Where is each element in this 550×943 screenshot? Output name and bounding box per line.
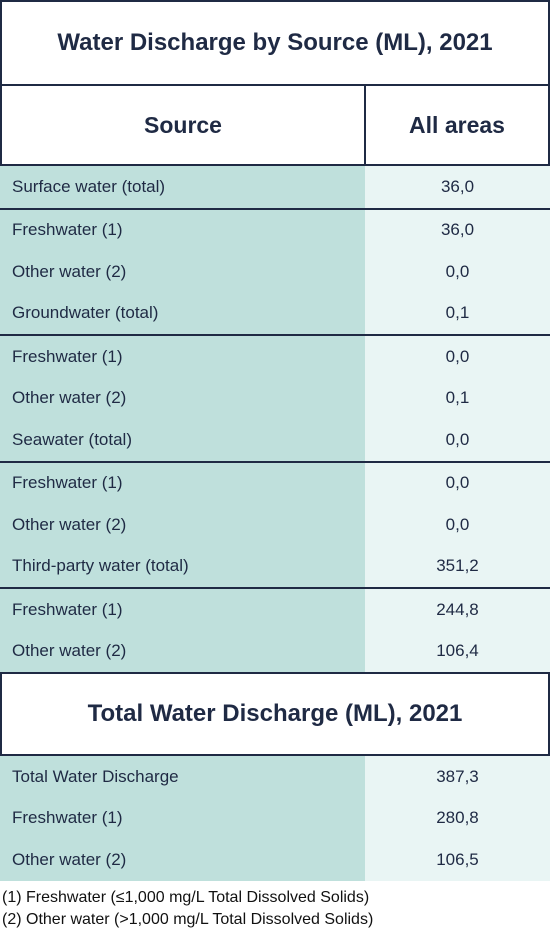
row-label: Freshwater (1) xyxy=(0,797,365,839)
row-value: 0,0 xyxy=(365,419,550,461)
table-title: Water Discharge by Source (ML), 2021 xyxy=(0,0,550,84)
table-group: Surface water (total) 36,0 xyxy=(0,166,550,210)
table-row: Freshwater (1) 280,8 xyxy=(0,797,550,839)
table-group: Freshwater (1) 0,0 Other water (2) 0,1 S… xyxy=(0,336,550,463)
row-value: 106,5 xyxy=(365,839,550,881)
row-label: Freshwater (1) xyxy=(0,462,365,504)
row-label: Seawater (total) xyxy=(0,419,365,461)
row-value: 0,0 xyxy=(365,462,550,504)
row-label: Groundwater (total) xyxy=(0,292,365,334)
row-value: 106,4 xyxy=(365,630,550,672)
table-row: Other water (2) 0,1 xyxy=(0,377,550,419)
row-value: 244,8 xyxy=(365,589,550,631)
row-label: Freshwater (1) xyxy=(0,209,365,251)
row-value: 0,0 xyxy=(365,504,550,546)
total-title: Total Water Discharge (ML), 2021 xyxy=(0,672,550,756)
row-value: 0,1 xyxy=(365,377,550,419)
table-row: Groundwater (total) 0,1 xyxy=(0,292,550,334)
table-row: Other water (2) 0,0 xyxy=(0,504,550,546)
table-row: Total Water Discharge 387,3 xyxy=(0,756,550,798)
row-label: Surface water (total) xyxy=(0,166,365,208)
row-value: 280,8 xyxy=(365,797,550,839)
row-label: Other water (2) xyxy=(0,251,365,293)
footnote: (2) Other water (>1,000 mg/L Total Disso… xyxy=(2,910,374,928)
table-row: Surface water (total) 36,0 xyxy=(0,166,550,208)
footnote: (1) Freshwater (≤1,000 mg/L Total Dissol… xyxy=(2,888,370,906)
header-source: Source xyxy=(2,86,366,164)
table-row: Other water (2) 106,5 xyxy=(0,839,550,881)
header-all-areas: All areas xyxy=(409,111,505,138)
row-value: 0,0 xyxy=(365,336,550,378)
table-row: Other water (2) 0,0 xyxy=(0,251,550,293)
row-value: 36,0 xyxy=(365,166,550,208)
total-group: Total Water Discharge 387,3 Freshwater (… xyxy=(0,756,550,881)
row-value: 0,1 xyxy=(365,292,550,334)
table-row: Seawater (total) 0,0 xyxy=(0,419,550,461)
table-group: Freshwater (1) 244,8 Other water (2) 106… xyxy=(0,589,550,672)
table-group: Freshwater (1) 0,0 Other water (2) 0,0 T… xyxy=(0,462,550,589)
row-value: 0,0 xyxy=(365,251,550,293)
table-row: Freshwater (1) 244,8 xyxy=(0,589,550,631)
row-label: Freshwater (1) xyxy=(0,336,365,378)
row-label: Other water (2) xyxy=(0,504,365,546)
row-label: Third-party water (total) xyxy=(0,545,365,587)
row-label: Freshwater (1) xyxy=(0,589,365,631)
row-label: Other water (2) xyxy=(0,377,365,419)
row-label: Other water (2) xyxy=(0,839,365,881)
row-value: 351,2 xyxy=(365,545,550,587)
table-group: Freshwater (1) 36,0 Other water (2) 0,0 … xyxy=(0,209,550,336)
row-label: Total Water Discharge xyxy=(0,756,365,798)
table-row: Third-party water (total) 351,2 xyxy=(0,545,550,587)
table-row: Freshwater (1) 0,0 xyxy=(0,462,550,504)
row-value: 387,3 xyxy=(365,756,550,798)
table-row: Other water (2) 106,4 xyxy=(0,630,550,672)
table-row: Freshwater (1) 0,0 xyxy=(0,336,550,378)
table-header: Source All areas xyxy=(0,84,550,166)
row-value: 36,0 xyxy=(365,209,550,251)
table-row: Freshwater (1) 36,0 xyxy=(0,209,550,251)
row-label: Other water (2) xyxy=(0,630,365,672)
footnotes: (1) Freshwater (≤1,000 mg/L Total Dissol… xyxy=(0,881,550,931)
